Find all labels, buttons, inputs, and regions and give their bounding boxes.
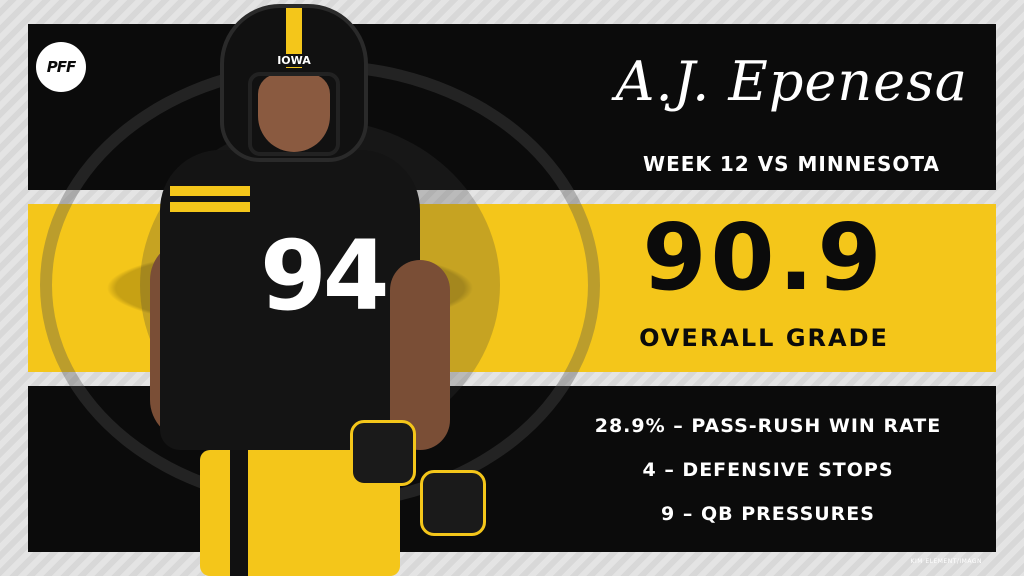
- photo-credit: KIM ELEMENT/IMAGN: [910, 558, 982, 565]
- pff-logo-text: PFF: [46, 58, 76, 76]
- facemask: [248, 72, 340, 156]
- jersey-number: 94: [260, 220, 390, 332]
- player-glove: [420, 470, 486, 536]
- helmet-text: IOWA: [262, 54, 326, 67]
- pants-stripe: [230, 450, 248, 576]
- stat-line: 4 – DEFENSIVE STOPS: [642, 459, 894, 481]
- stat-line: 9 – QB PRESSURES: [661, 503, 875, 525]
- player-right-arm: [390, 260, 450, 450]
- player-name: A.J. Epenesa: [615, 50, 968, 113]
- player-helmet: IOWA: [220, 4, 368, 162]
- player-glove: [350, 420, 416, 486]
- grade-value: 90.9: [642, 204, 886, 311]
- stat-line: 28.9% – PASS-RUSH WIN RATE: [594, 415, 942, 437]
- jersey-stripe: [170, 202, 250, 212]
- player-jersey: 94: [160, 150, 420, 450]
- pff-logo: PFF: [36, 42, 86, 92]
- player-photo: 94 IOWA: [150, 0, 486, 576]
- game-week: WEEK 12 VS MINNESOTA: [643, 152, 940, 176]
- helmet-stripe: [286, 8, 302, 68]
- grade-label: OVERALL GRADE: [639, 324, 889, 352]
- stats-list: 28.9% – PASS-RUSH WIN RATE 4 – DEFENSIVE…: [558, 404, 978, 536]
- player-face: [258, 74, 330, 152]
- jersey-stripe: [170, 186, 250, 196]
